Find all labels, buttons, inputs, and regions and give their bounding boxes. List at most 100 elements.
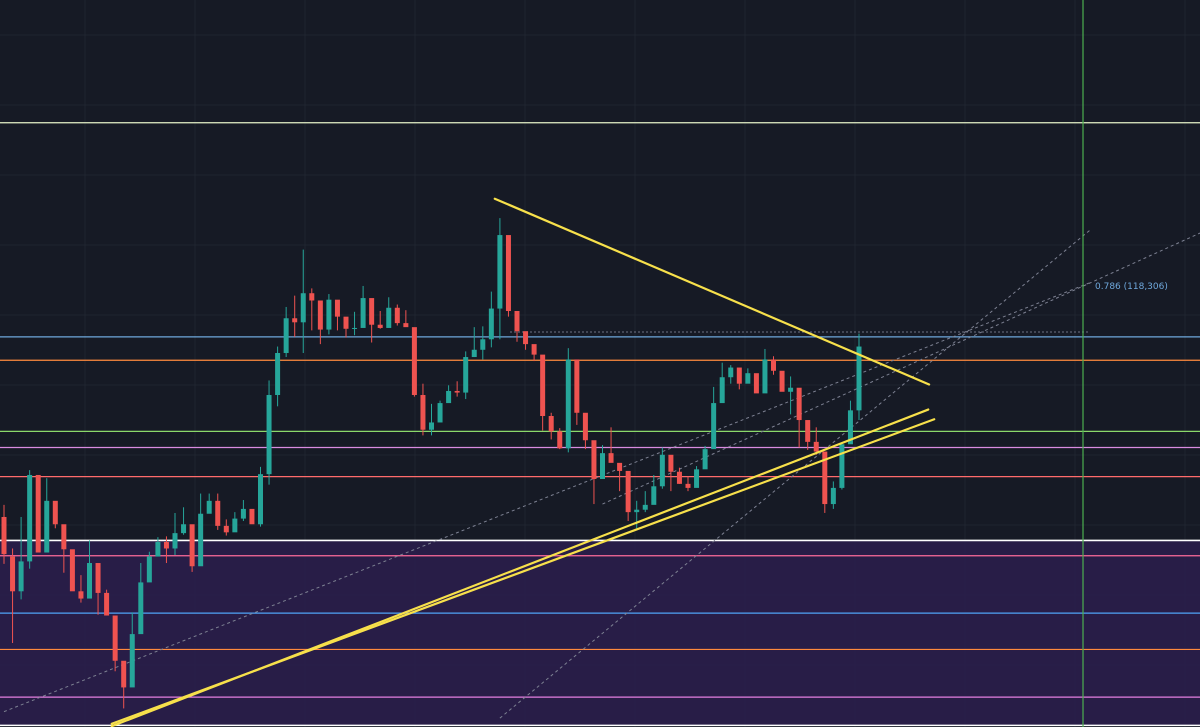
candle-body [600, 453, 605, 480]
candle-body [625, 470, 631, 513]
candle-body [608, 453, 614, 463]
candle-body [805, 420, 811, 442]
candle-body [471, 349, 477, 358]
candle-body [87, 563, 92, 599]
candle-body [309, 293, 315, 301]
candle-body [334, 299, 340, 317]
candle-body [411, 327, 417, 396]
candle-body [78, 591, 84, 599]
candle-body [10, 556, 16, 592]
candle-body [642, 504, 648, 510]
candle-body [454, 390, 460, 393]
candle-body [796, 387, 802, 421]
candles [1, 218, 862, 709]
candle-body [634, 509, 640, 513]
candle-body [659, 454, 665, 487]
dashed-line [499, 229, 1091, 719]
candle-body [266, 395, 272, 475]
candle-body [112, 615, 118, 661]
candle-body [215, 500, 221, 526]
candle-body [565, 359, 571, 449]
candle-body [839, 444, 845, 488]
candle-body [762, 359, 768, 394]
trendline [493, 197, 931, 386]
candle-body [300, 293, 306, 323]
fib-level-label: 0.786 (118,306) [1095, 282, 1168, 292]
candle-body [223, 525, 229, 533]
candle-body [95, 563, 101, 593]
candle-body [172, 533, 178, 549]
candle-body [753, 373, 759, 394]
candle-body [446, 390, 452, 404]
candle-body [146, 556, 152, 583]
candle-body [403, 323, 409, 328]
candle-body [702, 449, 708, 470]
trendline [110, 418, 936, 725]
candle-body [488, 308, 494, 340]
candle-body [394, 307, 400, 324]
candle-body [582, 412, 588, 441]
candle-body [497, 235, 503, 309]
candle-body [788, 387, 794, 392]
candle-body [685, 483, 691, 488]
candle-body [711, 403, 717, 450]
candle-body [420, 395, 426, 430]
dashed-trendlines [3, 229, 1200, 719]
candle-body [514, 310, 520, 332]
candle-body [736, 367, 742, 384]
candle-body [352, 327, 358, 329]
candle-body [847, 410, 853, 445]
candle-body [386, 307, 392, 328]
candle-body [52, 500, 58, 525]
candle-body [275, 352, 281, 396]
support-zone [0, 540, 1200, 726]
candle-body [651, 486, 657, 505]
candle-body [258, 474, 263, 525]
candle-body [249, 508, 255, 525]
candle-body [283, 318, 289, 353]
dashed-line [602, 232, 1200, 505]
candle-body [437, 403, 443, 423]
zone-fill [0, 540, 1200, 726]
candle-body [35, 474, 41, 553]
candle-body [540, 354, 546, 417]
candle-body [104, 592, 110, 616]
candle-body [326, 299, 332, 330]
candle-body [676, 471, 682, 484]
candle-body [668, 454, 674, 472]
candle-body [69, 549, 75, 592]
candle-body [44, 500, 50, 553]
candle-body [18, 561, 24, 592]
candle-body [360, 298, 366, 328]
candle-body [189, 524, 195, 567]
candle-body [779, 370, 785, 392]
candle-body [429, 422, 434, 430]
candle-body [574, 359, 580, 413]
candle-body [617, 462, 623, 471]
candle-body [369, 298, 375, 325]
candle-body [206, 500, 212, 514]
candle-body [856, 346, 862, 411]
candle-body [771, 359, 776, 371]
candle-body [181, 524, 187, 534]
candle-body [463, 357, 469, 393]
candle-body [240, 508, 246, 519]
candle-body [129, 634, 135, 688]
candle-body [163, 542, 169, 549]
candle-body [728, 367, 734, 378]
candle-body [813, 441, 819, 452]
candle-body [531, 344, 537, 355]
candle-body [232, 518, 238, 533]
candle-body [343, 316, 349, 329]
candle-body [138, 582, 144, 635]
candle-body [155, 542, 161, 557]
candle-body [121, 660, 127, 688]
candle-body [523, 331, 529, 345]
candle-body [27, 474, 33, 562]
candle-body [1, 516, 7, 555]
candle-body [830, 487, 836, 505]
candle-body [822, 451, 828, 505]
dashed-line [3, 282, 1091, 713]
candle-body [292, 318, 298, 323]
